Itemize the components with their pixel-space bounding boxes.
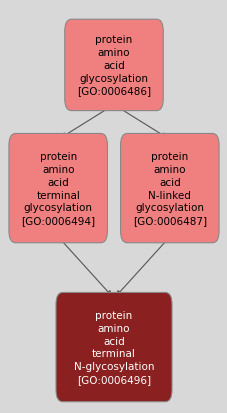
Text: protein
amino
acid
glycosylation
[GO:0006486]: protein amino acid glycosylation [GO:000…	[76, 35, 151, 96]
Text: protein
amino
acid
terminal
glycosylation
[GO:0006494]: protein amino acid terminal glycosylatio…	[21, 152, 95, 225]
Text: protein
amino
acid
N-linked
glycosylation
[GO:0006487]: protein amino acid N-linked glycosylatio…	[132, 152, 206, 225]
FancyBboxPatch shape	[120, 134, 218, 243]
Text: protein
amino
acid
terminal
N-glycosylation
[GO:0006496]: protein amino acid terminal N-glycosylat…	[73, 310, 154, 384]
FancyBboxPatch shape	[56, 293, 171, 402]
FancyBboxPatch shape	[64, 20, 163, 112]
FancyBboxPatch shape	[9, 134, 107, 243]
